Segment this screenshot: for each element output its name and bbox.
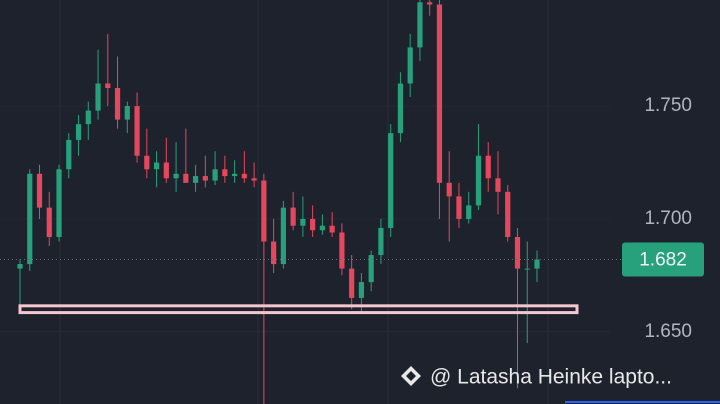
candle-body — [427, 2, 433, 5]
logo-icon — [401, 366, 421, 386]
candle-body — [105, 83, 111, 89]
candle-body — [144, 155, 150, 170]
candle-body — [66, 139, 72, 170]
candle-body — [358, 282, 365, 298]
last-price-tag — [622, 242, 704, 277]
candle-body — [339, 232, 345, 269]
candle-body — [505, 191, 511, 237]
zone-box — [18, 304, 579, 315]
y-tick-label: 1.700 — [644, 208, 692, 229]
candle-body — [271, 241, 277, 265]
candle-body — [349, 268, 355, 298]
candle-body — [300, 218, 306, 226]
candle-body — [241, 173, 247, 179]
candle-body — [524, 268, 530, 270]
candle-body — [456, 196, 462, 219]
candle-body — [202, 176, 208, 181]
candle-body — [153, 162, 160, 170]
candle-body — [183, 173, 189, 183]
candle-body — [397, 83, 404, 134]
y-tick-label: 1.750 — [644, 95, 692, 116]
candle-body — [310, 218, 316, 231]
candle-body — [56, 169, 62, 237]
candle-body — [222, 169, 228, 177]
candle-body — [251, 178, 257, 181]
candle-body — [407, 47, 413, 84]
candle-body — [280, 207, 286, 265]
candle-body — [163, 162, 169, 179]
candle-body — [17, 264, 23, 269]
candle-body — [378, 227, 384, 256]
candle-body — [27, 173, 33, 265]
candle-body — [134, 106, 140, 156]
candle-body — [329, 225, 335, 233]
candle-body — [436, 4, 443, 183]
candle-body — [514, 236, 521, 269]
candle-body — [232, 173, 238, 177]
overlay: 1.650 1.700 1.750 1.800 1.682 — [0, 0, 704, 342]
candle-body — [417, 2, 423, 48]
candle-body — [485, 155, 491, 179]
candle-body — [534, 259, 540, 269]
candle-body — [475, 155, 482, 206]
last-price-label: 1.682 — [639, 250, 687, 271]
candle-body — [192, 176, 199, 183]
candle-body — [46, 207, 52, 237]
candles — [17, 0, 540, 404]
candle-body — [75, 124, 82, 140]
candle-body — [495, 178, 501, 192]
candle-body — [212, 169, 218, 181]
candle-body — [95, 83, 101, 111]
y-tick-label: 1.650 — [644, 321, 692, 342]
candle-body — [124, 106, 130, 120]
grid — [0, 0, 610, 332]
candle-body — [466, 205, 472, 219]
candle-body — [319, 225, 325, 231]
candle-body — [388, 133, 394, 228]
candle-body — [36, 173, 43, 208]
candle-body — [368, 255, 374, 283]
candle-body — [173, 173, 179, 179]
candle-body — [85, 110, 91, 125]
y-tick-label: 1.800 — [644, 0, 692, 3]
candle-body — [261, 180, 267, 242]
candle-body — [114, 88, 121, 120]
candle-body — [446, 182, 452, 197]
candle-body — [290, 207, 296, 226]
watermark: @ Latasha Heinke lapto... — [430, 366, 672, 389]
